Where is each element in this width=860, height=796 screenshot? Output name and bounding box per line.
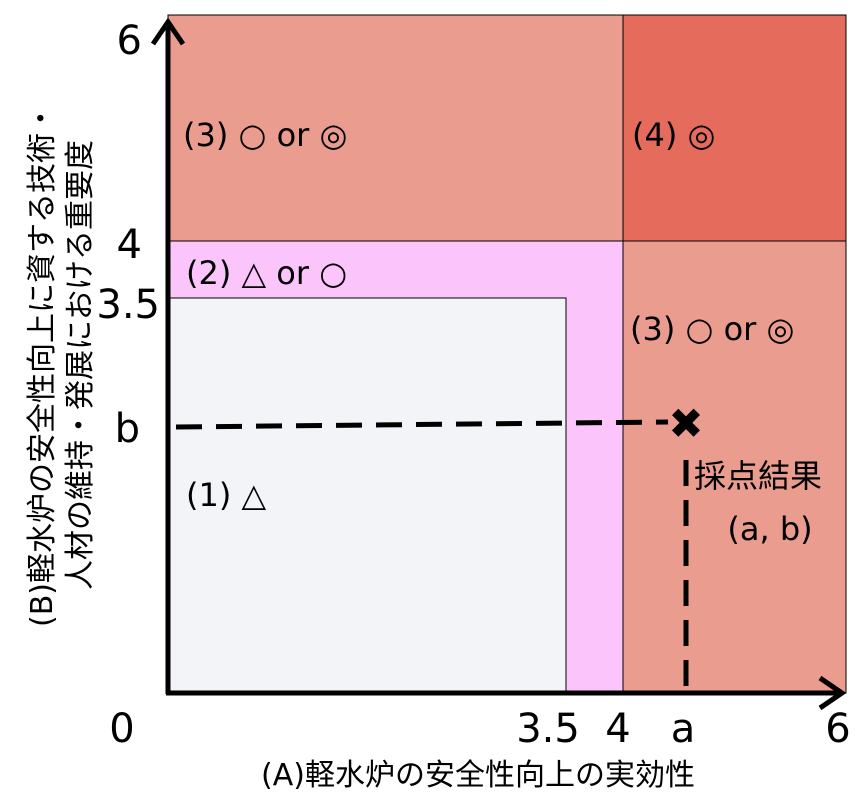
- y-axis-title: (B)軽水炉の安全性向上に資する技術・ 人材の維持・発展における重要度: [25, 103, 98, 627]
- x-tick-6: 6: [825, 706, 850, 752]
- y-axis-title-line1: (B)軽水炉の安全性向上に資する技術・: [25, 103, 60, 627]
- x-tick-3-5: 3.5: [516, 706, 580, 752]
- y-tick-b: b: [115, 406, 140, 452]
- region-4-label: (4) ◎: [632, 116, 715, 154]
- y-tick-6: 6: [117, 18, 142, 64]
- region-3-top: [167, 14, 624, 242]
- b-guide-line: [175, 419, 669, 430]
- y-tick-3-5: 3.5: [96, 282, 160, 328]
- y-axis-title-line2: 人材の維持・発展における重要度: [63, 140, 98, 590]
- region-4: [622, 14, 847, 242]
- x-tick-0: 0: [109, 706, 134, 752]
- region-1: [167, 297, 567, 694]
- result-marker: ✖: [668, 399, 703, 448]
- result-coords: (a, b): [727, 510, 812, 548]
- x-tick-a: a: [671, 706, 696, 752]
- y-tick-4: 4: [117, 222, 142, 268]
- x-axis-arrowhead: [818, 675, 847, 711]
- region-3-top-label: (3) ○ or ◎: [183, 116, 347, 154]
- x-tick-4: 4: [605, 706, 630, 752]
- x-axis-title: (A)軽水炉の安全性向上の実効性: [261, 758, 695, 792]
- y-axis-arrowhead: [150, 17, 186, 46]
- region-2-label: (2) △ or ○: [186, 254, 347, 292]
- region-3-right-label: (3) ○ or ◎: [630, 310, 794, 348]
- region-1-label: (1) △: [186, 476, 267, 514]
- region-3-right: [622, 240, 847, 694]
- result-title: 採点結果: [694, 457, 822, 495]
